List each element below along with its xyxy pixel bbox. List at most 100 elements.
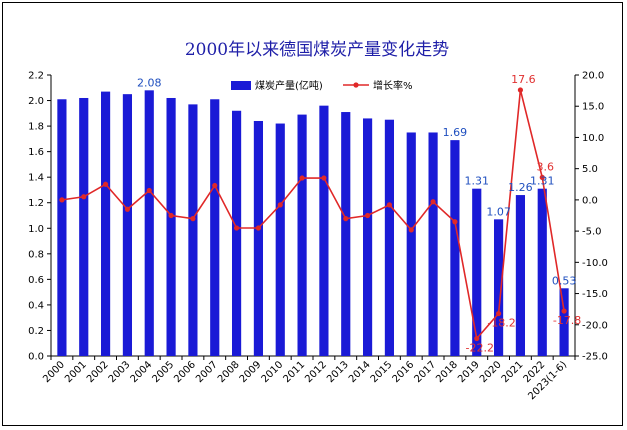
x-tick-label: 2000 xyxy=(41,359,67,385)
chart-frame: 2000年以来德国煤炭产量变化走势 0.0 0.2 0.4 0.6 0.8 1.0 1.2 1… xyxy=(2,2,623,426)
x-tick-label: 2003 xyxy=(107,359,133,385)
line-point xyxy=(190,216,196,222)
bar xyxy=(319,105,329,357)
x-tick-label: 2016 xyxy=(391,359,417,385)
right-tick-label: -10.0 xyxy=(582,258,608,269)
x-tick-label: 2006 xyxy=(172,359,198,385)
line-point xyxy=(299,175,305,181)
bar xyxy=(210,99,220,356)
line-point xyxy=(430,199,436,205)
legend-line-marker xyxy=(353,82,359,88)
line-point xyxy=(561,308,567,314)
right-tick-label: -20.0 xyxy=(582,320,608,331)
right-tick-label: 5.0 xyxy=(582,164,598,175)
line-data-label: -18.2 xyxy=(487,317,515,330)
bar-data-label: 1.26 xyxy=(508,181,533,194)
line-point xyxy=(168,212,174,219)
x-tick-label: 2017 xyxy=(412,359,438,385)
growth-line xyxy=(61,89,565,341)
right-tick-label: -15.0 xyxy=(582,289,608,300)
right-tick-label: 0.0 xyxy=(582,195,598,206)
left-tick-label: 0.4 xyxy=(28,300,44,311)
left-tick-label: 1.2 xyxy=(28,198,44,209)
line-point xyxy=(408,227,414,233)
line-point xyxy=(277,202,283,208)
x-tick-label: 2015 xyxy=(369,359,395,385)
x-tick-label: 2013 xyxy=(325,359,351,385)
left-tick-label: 0.2 xyxy=(28,326,44,337)
x-tick-label: 2001 xyxy=(63,359,89,385)
x-tick-label: 2019 xyxy=(456,359,482,385)
bar xyxy=(559,288,569,356)
bar xyxy=(472,188,482,356)
x-tick-label: 2005 xyxy=(150,359,176,385)
left-tick-label: 1.0 xyxy=(28,224,44,235)
legend-line-label: 增长率% xyxy=(373,79,413,92)
line-point xyxy=(59,197,65,203)
x-tick-label: 2011 xyxy=(281,359,307,385)
bar xyxy=(537,188,547,356)
x-tick-label: 2021 xyxy=(500,359,526,385)
bar-series xyxy=(57,90,569,357)
line-point xyxy=(233,225,240,231)
data-labels: 2.081.691.311.071.261.310.53-22.2-18.217… xyxy=(137,73,581,355)
bar xyxy=(57,99,67,356)
line-data-label: 17.6 xyxy=(511,73,536,86)
bar xyxy=(122,94,133,356)
line-data-label: -22.2 xyxy=(466,342,494,355)
bar xyxy=(450,140,460,356)
x-tick-label: 2002 xyxy=(85,359,111,385)
bar xyxy=(166,97,176,356)
chart-svg: 2000年以来德国煤炭产量变化走势 0.0 0.2 0.4 0.6 0.8 1.0 1.2 1… xyxy=(28,40,608,402)
bar xyxy=(100,91,111,356)
x-tick-label: 2008 xyxy=(216,359,242,385)
left-tick-label: 0.8 xyxy=(28,249,44,260)
left-tick-label: 1.4 xyxy=(28,173,44,184)
legend: 煤炭产量(亿吨) 增长率% xyxy=(231,79,413,92)
bar xyxy=(275,123,285,356)
bar xyxy=(188,104,198,356)
line-point xyxy=(539,174,545,181)
left-tick-label: 1.6 xyxy=(28,147,44,158)
line-data-label: 3.6 xyxy=(537,160,555,173)
bar-data-label: 1.31 xyxy=(465,175,490,188)
line-point xyxy=(386,202,393,208)
right-tick-label: 15.0 xyxy=(582,102,604,113)
line-point xyxy=(81,194,87,200)
line-point xyxy=(474,335,480,342)
right-tick-label: 10.0 xyxy=(582,133,604,144)
left-tick-label: 0.0 xyxy=(28,352,44,363)
chart-title: 2000年以来德国煤炭产量变化走势 xyxy=(185,40,449,60)
line-point xyxy=(364,212,371,219)
bar-data-label: 1.31 xyxy=(530,175,555,188)
x-tick-label: 2010 xyxy=(260,359,286,385)
legend-bar-swatch xyxy=(231,81,251,90)
bar xyxy=(362,118,373,356)
x-tick-label: 2020 xyxy=(478,359,504,385)
left-tick-label: 2.0 xyxy=(28,96,44,107)
x-tick-label: 2009 xyxy=(238,359,264,385)
line-point xyxy=(102,181,109,187)
left-tick-label: 2.2 xyxy=(28,71,44,82)
bar xyxy=(515,195,526,356)
bar xyxy=(231,110,242,356)
x-tick-label: 2018 xyxy=(434,359,460,385)
line-point xyxy=(124,206,131,212)
bar xyxy=(79,97,89,356)
line-point xyxy=(452,219,458,225)
bar xyxy=(384,119,395,356)
bar xyxy=(297,114,307,356)
bar xyxy=(144,90,154,356)
bar xyxy=(341,112,351,356)
line-series xyxy=(59,87,567,342)
x-tick-label: 2004 xyxy=(129,359,155,385)
line-point xyxy=(255,225,262,231)
line-point xyxy=(321,175,327,181)
legend-bar-label: 煤炭产量(亿吨) xyxy=(255,79,323,92)
right-tick-label: 20.0 xyxy=(582,71,604,82)
bar xyxy=(406,132,416,356)
left-tick-label: 0.6 xyxy=(28,275,44,286)
line-point xyxy=(212,182,218,189)
right-tick-label: -25.0 xyxy=(582,352,608,363)
bar xyxy=(428,132,438,356)
